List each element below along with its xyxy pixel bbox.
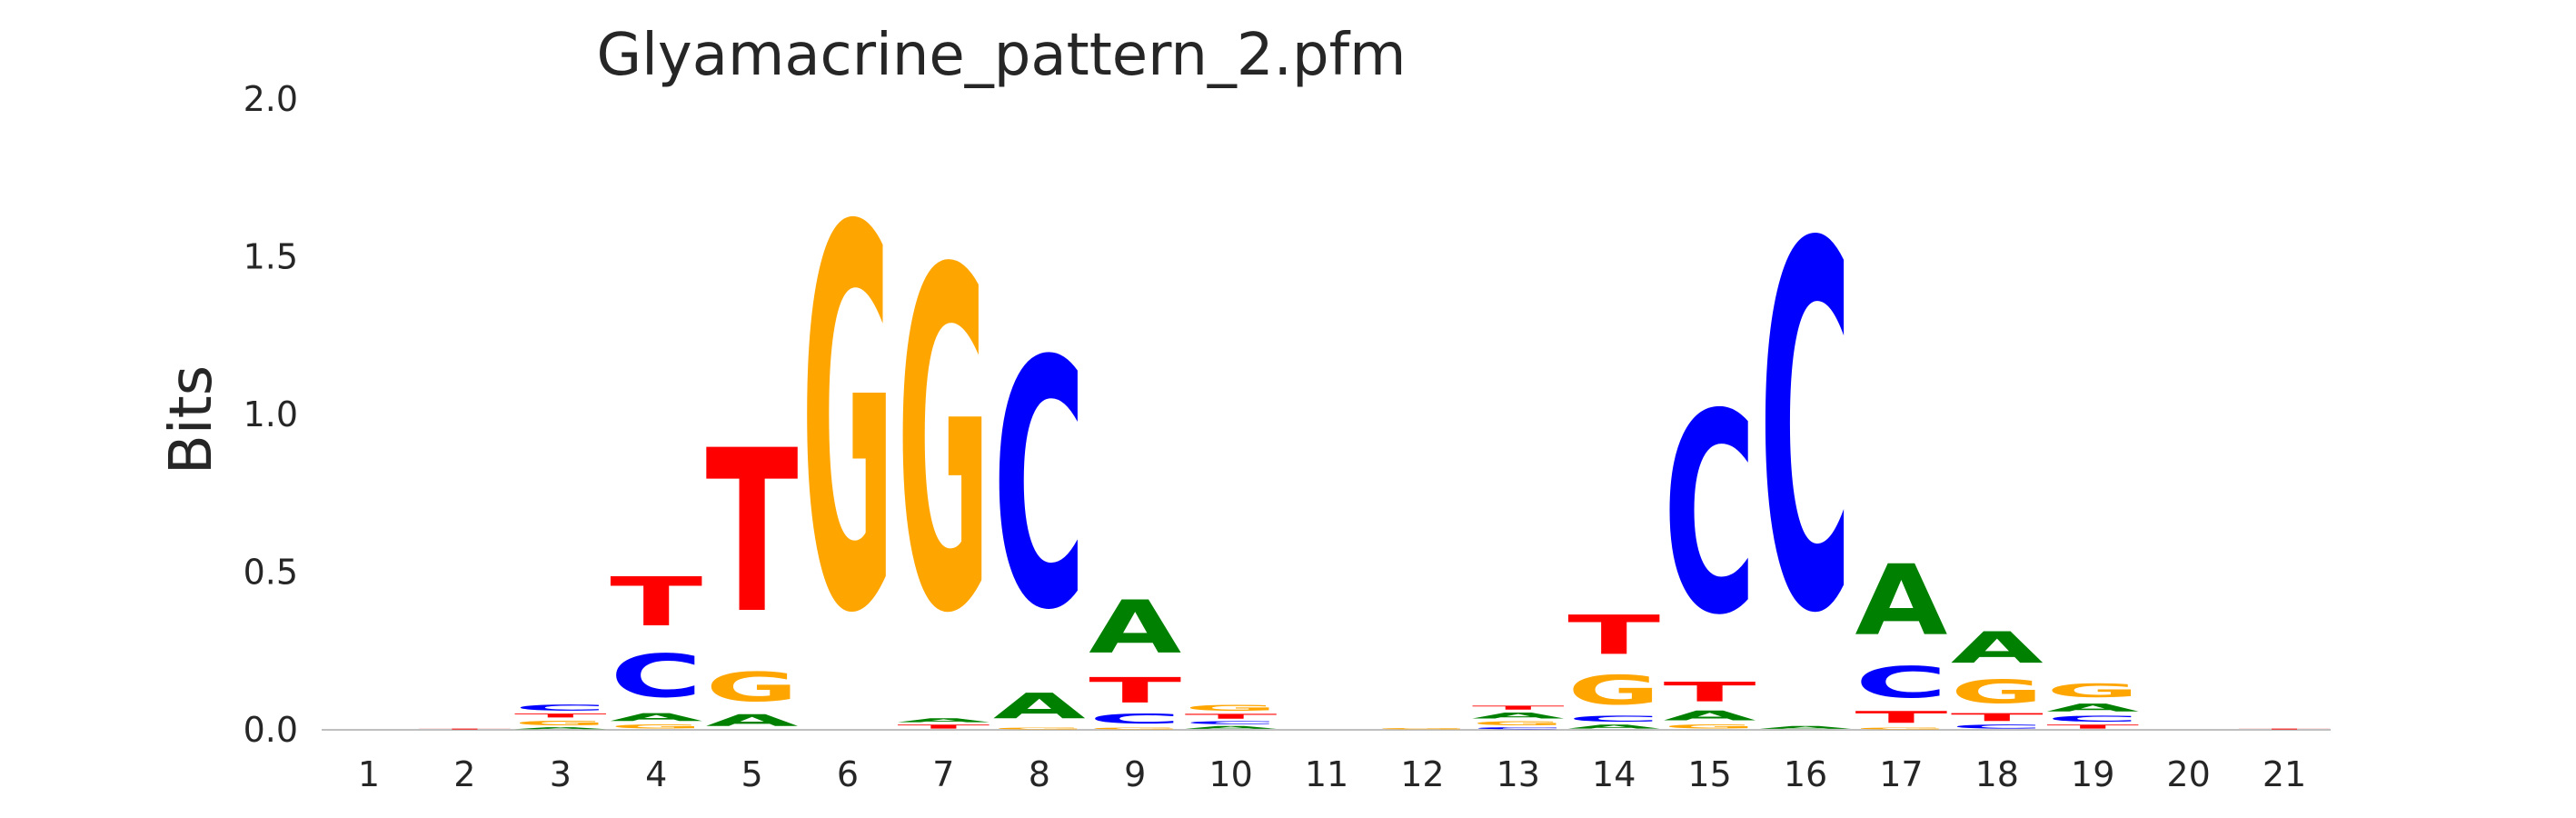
x-tick-label: 2 <box>453 754 475 794</box>
logo-letter-a: A <box>1664 708 1757 723</box>
y-tick-label: 2.0 <box>244 79 298 119</box>
logo-letter-c: C <box>1089 711 1181 726</box>
x-tick-label: 20 <box>2166 754 2210 794</box>
logo-letter-t: T <box>2046 723 2139 730</box>
x-tick-label: 17 <box>1879 754 1923 794</box>
logo-letter-g: G <box>1472 721 1565 727</box>
logo-letter-a: A <box>1855 545 1947 658</box>
logo-letter-t: T <box>418 728 511 730</box>
logo-letter-g: G <box>514 719 607 727</box>
x-tick-label: 3 <box>550 754 572 794</box>
logo-letter-t: T <box>1472 704 1565 711</box>
logo-letter-a: A <box>1185 725 1278 730</box>
logo-letter-a: A <box>706 711 799 730</box>
x-tick-label: 19 <box>2071 754 2114 794</box>
logo-letter-g: G <box>897 175 990 717</box>
logo-letter-a: A <box>1567 723 1660 730</box>
x-tick-label: 7 <box>932 754 954 794</box>
x-tick-label: 10 <box>1208 754 1252 794</box>
logo-letter-c: C <box>514 703 607 713</box>
logo-letter-c: C <box>1567 714 1660 723</box>
logo-letter-t: T <box>897 723 990 730</box>
logo-letter-g: G <box>801 121 894 729</box>
logo-letter-a: A <box>610 711 702 723</box>
logo-letter-t: T <box>1567 604 1660 666</box>
x-tick-label: 18 <box>1975 754 2019 794</box>
logo-letter-t: T <box>2238 728 2331 730</box>
logo-letter-g: G <box>706 664 799 712</box>
logo-letter-c: C <box>610 642 702 711</box>
x-tick-label: 8 <box>1029 754 1050 794</box>
logo-letter-t: T <box>514 713 607 719</box>
logo-letter-t: T <box>1089 670 1181 711</box>
logo-letter-c: C <box>1759 140 1852 723</box>
logo-letter-g: G <box>1089 727 1181 730</box>
logo-letter-a: A <box>993 686 1086 727</box>
logo-letter-c: C <box>1185 721 1278 725</box>
logo-letter-g: G <box>2046 680 2139 702</box>
x-tick-label: 1 <box>358 754 380 794</box>
x-tick-label: 16 <box>1784 754 1827 794</box>
logo-letter-t: T <box>1855 708 1948 727</box>
logo-letter-c: C <box>1664 354 1756 675</box>
logo-letter-c: C <box>993 290 1086 685</box>
logo-letter-a: A <box>1472 711 1565 720</box>
x-tick-label: 9 <box>1124 754 1146 794</box>
logo-letter-a: A <box>514 727 607 730</box>
logo-letter-g: G <box>610 723 702 730</box>
x-tick-label: 21 <box>2263 754 2306 794</box>
logo-letter-g: G <box>1855 727 1947 730</box>
x-axis-ticks: 1 2 3 4 5 6 7 8 9 10 11 12 13 14 15 16 17 18 19 20 21 <box>358 754 2306 794</box>
logo-letter-t: T <box>1951 711 2044 723</box>
logo-letter-g: G <box>1951 673 2044 712</box>
logo-letter-t: T <box>1185 713 1278 721</box>
y-axis-ticks: 0.0 0.5 1.0 1.5 2.0 <box>244 79 298 750</box>
x-tick-label: 12 <box>1400 754 1444 794</box>
y-tick-label: 1.5 <box>244 237 298 277</box>
logo-letter-t: T <box>1664 676 1756 707</box>
logo-letter-t: T <box>706 404 799 663</box>
logo-letter-g: G <box>1567 667 1660 714</box>
logo-letter-c: C <box>2046 714 2139 723</box>
logo-letter-a: A <box>1759 725 1852 730</box>
x-tick-label: 6 <box>837 754 859 794</box>
x-tick-label: 11 <box>1305 754 1348 794</box>
logo-letter-g: G <box>1185 703 1278 712</box>
logo-letter-t: T <box>610 563 702 642</box>
logo-letter-a: A <box>1089 585 1181 670</box>
x-tick-label: 15 <box>1687 754 1731 794</box>
x-tick-label: 13 <box>1497 754 1540 794</box>
y-axis-label: Bits <box>158 365 225 474</box>
logo-letter-g: G <box>1664 723 1756 730</box>
x-tick-label: 14 <box>1592 754 1636 794</box>
logo-letter-a: A <box>1951 623 2044 673</box>
x-tick-label: 5 <box>741 754 763 794</box>
y-tick-label: 0.0 <box>244 710 298 750</box>
logo-letter-c: C <box>1855 658 1947 708</box>
logo-letter-a: A <box>897 717 990 723</box>
logo-letter-g: G <box>993 727 1086 730</box>
y-tick-label: 0.5 <box>244 553 298 593</box>
y-tick-label: 1.0 <box>244 394 298 434</box>
logo-letter-c: C <box>1472 727 1565 730</box>
chart-title: Glyamacrine_pattern_2.pfm <box>597 22 1407 89</box>
logo-letter-a: A <box>2046 702 2139 714</box>
logo-letter-c: C <box>1951 723 2044 730</box>
logo-letter-g: G <box>1376 728 1468 730</box>
x-tick-label: 4 <box>645 754 667 794</box>
